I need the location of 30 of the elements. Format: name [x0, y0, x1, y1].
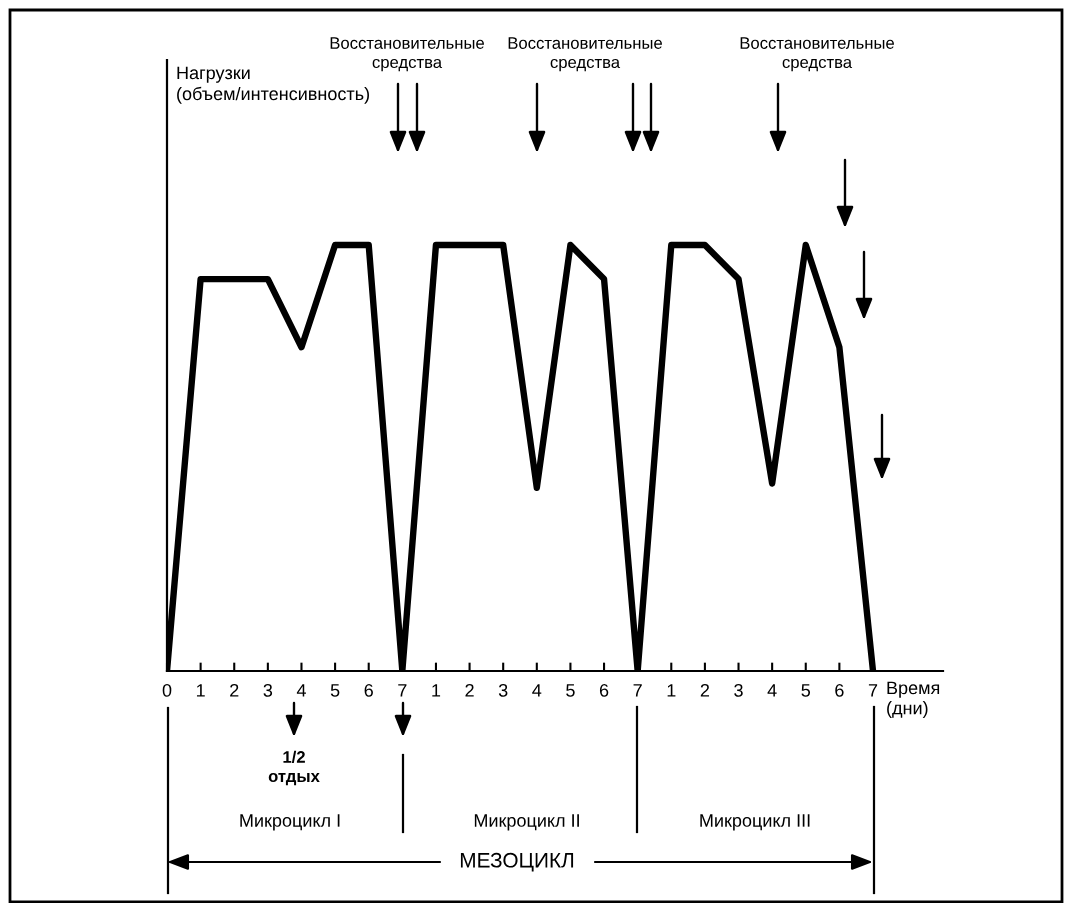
x-tick-label: 6 [364, 683, 373, 697]
x-tick-label: 1 [196, 684, 205, 697]
x-tick-label: 2 [230, 683, 239, 697]
x-tick-label: 5 [330, 684, 340, 697]
x-tick-label: 6 [835, 683, 844, 697]
x-tick-label: 4 [532, 684, 542, 697]
x-tick-label: 2 [700, 683, 710, 697]
text: Микроцикл I [240, 814, 340, 831]
x-tick-label: 3 [498, 683, 508, 697]
x-tick-label: 5 [566, 684, 575, 697]
x-tick-label: 1 [432, 684, 441, 697]
x-tick-label: 7 [633, 684, 642, 697]
text: Микроцикл III [700, 814, 810, 831]
x-tick-label: 7 [398, 684, 407, 697]
x-tick-label: 3 [734, 683, 743, 697]
x-tick-label: 0 [162, 683, 172, 697]
text: Восстановительные средства [740, 37, 894, 72]
x-tick-label: 2 [465, 683, 474, 697]
text: 1/2 отдых [268, 750, 320, 786]
x-axis-title: Время (дни) [887, 681, 940, 718]
x-tick-label: 4 [767, 684, 777, 697]
x-tick-label: 1 [667, 684, 676, 697]
x-tick-label: 3 [263, 683, 273, 697]
x-tick-label: 6 [599, 683, 609, 697]
text: МЕЗОЦИКЛ [460, 852, 574, 872]
x-tick-label: 4 [296, 684, 306, 697]
text: Микроцикл II [474, 814, 579, 831]
text: Восстановительные средства [508, 37, 662, 72]
x-tick-label: 7 [868, 684, 878, 697]
x-tick-label: 5 [801, 684, 811, 697]
